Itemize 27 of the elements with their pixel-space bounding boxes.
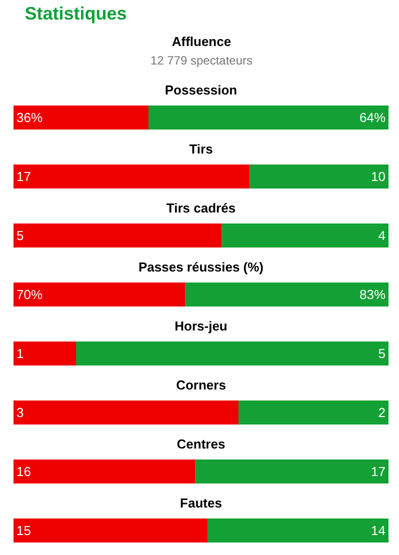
data-label: 5 (378, 346, 386, 361)
chart-title: Possession (164, 82, 238, 98)
chart-title: Tirs (189, 141, 213, 156)
chart-title: Centres (176, 436, 226, 452)
data-label: 15 (16, 523, 31, 538)
data-label: 4 (378, 228, 386, 243)
text: Statistiques (24, 4, 127, 24)
data-label: 14 (371, 523, 386, 538)
data-label: 36% (16, 110, 43, 125)
data-label: 83% (359, 287, 386, 302)
data-label: 5 (16, 228, 24, 243)
chart-title: Fautes (180, 495, 222, 510)
data-label: 16 (16, 464, 31, 479)
chart-title: Tirs cadrés (166, 200, 236, 216)
text: 12 779 spectateurs (150, 54, 253, 68)
data-label: 10 (371, 169, 386, 184)
data-label: 3 (16, 405, 24, 420)
chart-title: Passes réussies (%) (138, 259, 264, 274)
text: Affluence (172, 34, 232, 49)
data-label: 70% (16, 287, 43, 302)
chart-title: Corners (176, 377, 226, 392)
chart-title: Hors-jeu (174, 318, 228, 334)
data-label: 64% (359, 110, 386, 125)
data-label: 2 (378, 405, 386, 420)
data-label: 1 (16, 346, 24, 361)
data-label: 17 (371, 464, 386, 479)
data-label: 17 (16, 169, 31, 184)
